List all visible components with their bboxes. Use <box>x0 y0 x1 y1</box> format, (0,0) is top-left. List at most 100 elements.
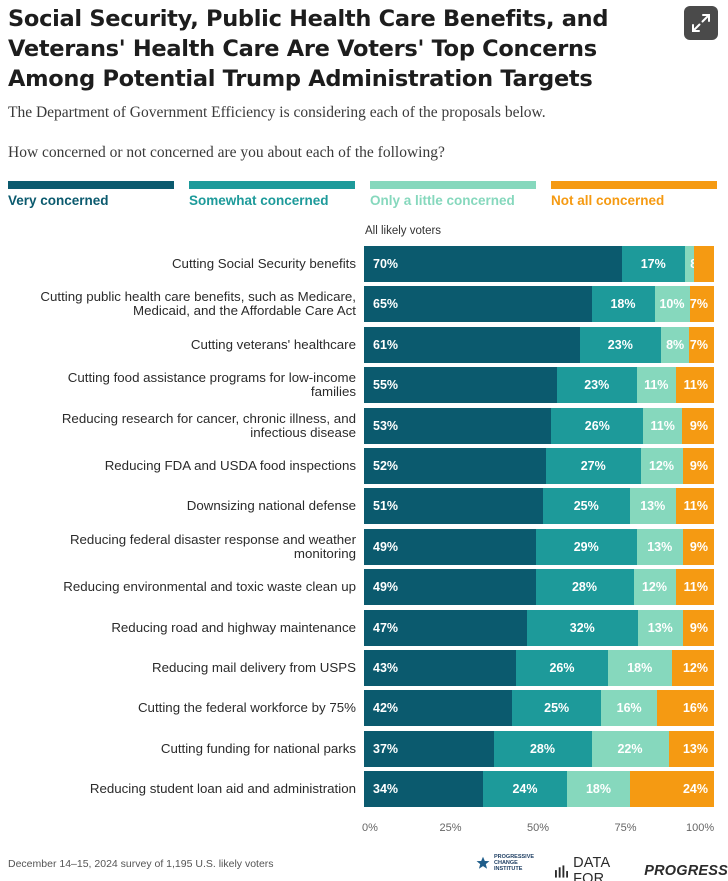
bar-segment: 9% <box>682 407 714 444</box>
bar-segment: 11% <box>637 367 676 404</box>
chart-subtitle: The Department of Government Efficiency … <box>8 104 546 121</box>
bar-segment: 13% <box>637 528 683 565</box>
category-label: Cutting food assistance programs for low… <box>67 370 356 400</box>
bar-segment: 25% <box>542 488 630 525</box>
bar-segment: 7% <box>689 326 714 363</box>
bar-segment: 18% <box>567 771 630 808</box>
bar-segment: 22% <box>591 730 669 767</box>
data-for-progress-logo: DATA FOR PROGRESS <box>555 855 728 881</box>
bar-segment: 49% <box>364 569 536 606</box>
bar-chart-icon <box>555 864 569 878</box>
star-icon <box>476 856 490 869</box>
legend-item: Only a little concerned <box>370 181 536 208</box>
legend-label: Somewhat concerned <box>189 193 329 208</box>
legend-swatch <box>370 181 536 189</box>
bar-segment: 61% <box>364 326 580 363</box>
legend-item: Very concerned <box>8 181 174 208</box>
pci-line: INSTITUTE <box>494 866 523 872</box>
x-tick-label: 0% <box>362 822 378 834</box>
category-label: Reducing mail delivery from USPS <box>152 660 356 675</box>
bar-segment: 24% <box>483 771 567 808</box>
bar-segment: 25% <box>512 690 601 727</box>
category-label: Cutting veterans' healthcare <box>190 336 356 352</box>
bar-segment: 9% <box>682 448 714 484</box>
pci-line: CHANGE <box>494 860 518 866</box>
bar-segment: 51% <box>364 488 543 525</box>
bar-segment: 18% <box>591 286 655 323</box>
x-tick-label: 50% <box>527 822 550 834</box>
bar-segment: 11% <box>675 367 714 404</box>
bar-segment: 23% <box>579 326 661 363</box>
category-label: Reducing environmental and toxic waste c… <box>63 579 356 595</box>
bar-segment: 47% <box>364 609 527 646</box>
bar-segment: 43% <box>364 650 517 686</box>
category-label: Reducing road and highway maintenance <box>111 619 356 635</box>
bar-segment: 28% <box>535 569 634 606</box>
bar-segment: 49% <box>364 528 536 565</box>
bar-segment: 27% <box>546 448 641 484</box>
bar-segment: 23% <box>556 367 637 404</box>
bar-segment: 9% <box>682 609 714 646</box>
legend-label: Very concerned <box>8 193 109 208</box>
dfp-right-text: PROGRESS <box>644 863 728 879</box>
bar-segment: 55% <box>364 367 557 404</box>
bar-segment <box>694 246 714 282</box>
legend-swatch <box>551 181 717 189</box>
bar-segment: 12% <box>633 569 676 606</box>
survey-question: How concerned or not concerned are you a… <box>8 144 445 161</box>
bar-segment: 29% <box>535 528 637 565</box>
chart-title: Social Security, Public Health Care Bene… <box>8 6 609 92</box>
bar-segment: 16% <box>600 690 658 727</box>
expand-icon <box>692 14 710 32</box>
category-label: Cutting the federal workforce by 75% <box>137 700 356 716</box>
progressive-change-institute-logo: PROGRESSIVE CHANGE INSTITUTE <box>476 854 534 872</box>
group-label: All likely voters <box>365 225 442 237</box>
bar-segment: 37% <box>364 730 494 767</box>
bar-segment: 11% <box>675 569 714 606</box>
category-label: Downsizing national defense <box>186 498 356 514</box>
dfp-left-text: DATA FOR <box>573 855 610 881</box>
bar-segment: 13% <box>630 488 676 525</box>
bar-segment: 12% <box>640 448 683 484</box>
bar-segment: 24% <box>630 771 714 808</box>
category-label: Reducing student loan aid and administra… <box>89 781 356 797</box>
category-label: Cutting Social Security benefits <box>171 256 356 271</box>
legend-swatch <box>8 181 174 189</box>
legend-label: Only a little concerned <box>370 193 515 208</box>
bar-segment: 17% <box>621 246 685 282</box>
category-label: Cutting public health care benefits, suc… <box>40 289 356 319</box>
bar-segment: 34% <box>364 771 483 808</box>
legend-item: Not all concerned <box>551 181 717 208</box>
bar-segment: 13% <box>637 609 683 646</box>
bar-segment: 7% <box>689 286 714 323</box>
bar-segment: 10% <box>654 286 690 323</box>
bar-segment: 9% <box>682 528 714 565</box>
bar-segment: 8% <box>660 326 690 363</box>
category-label: Cutting funding for national parks <box>160 740 356 756</box>
bar-segment: 32% <box>526 609 638 646</box>
bar-segment: 11% <box>675 488 714 525</box>
category-label: Reducing federal disaster response and w… <box>69 531 356 561</box>
bar-segment: 11% <box>643 407 683 444</box>
bar-segment: 12% <box>671 650 714 686</box>
bar-segment: 26% <box>551 407 644 444</box>
x-tick-label: 100% <box>686 822 715 834</box>
legend-label: Not all concerned <box>551 193 665 208</box>
bar-segment: 42% <box>364 690 513 727</box>
bar-segment: 65% <box>364 286 592 323</box>
bar-segment: 16% <box>657 690 714 727</box>
category-label: Reducing research for cancer, chronic il… <box>61 410 356 440</box>
expand-button[interactable] <box>684 6 718 40</box>
x-tick-label: 25% <box>439 822 462 834</box>
bar-segment: 18% <box>607 650 672 686</box>
bar-segment: 53% <box>364 407 552 444</box>
category-label: Reducing FDA and USDA food inspections <box>104 458 356 473</box>
bar-segment: 70% <box>364 246 622 282</box>
survey-footnote: December 14–15, 2024 survey of 1,195 U.S… <box>8 858 274 870</box>
pci-line: PROGRESSIVE <box>494 854 535 860</box>
bar-segment: 52% <box>364 448 546 484</box>
x-tick-label: 75% <box>614 822 637 834</box>
legend-swatch <box>189 181 355 189</box>
bar-segment: 26% <box>516 650 608 686</box>
bar-segment: 28% <box>493 730 592 767</box>
